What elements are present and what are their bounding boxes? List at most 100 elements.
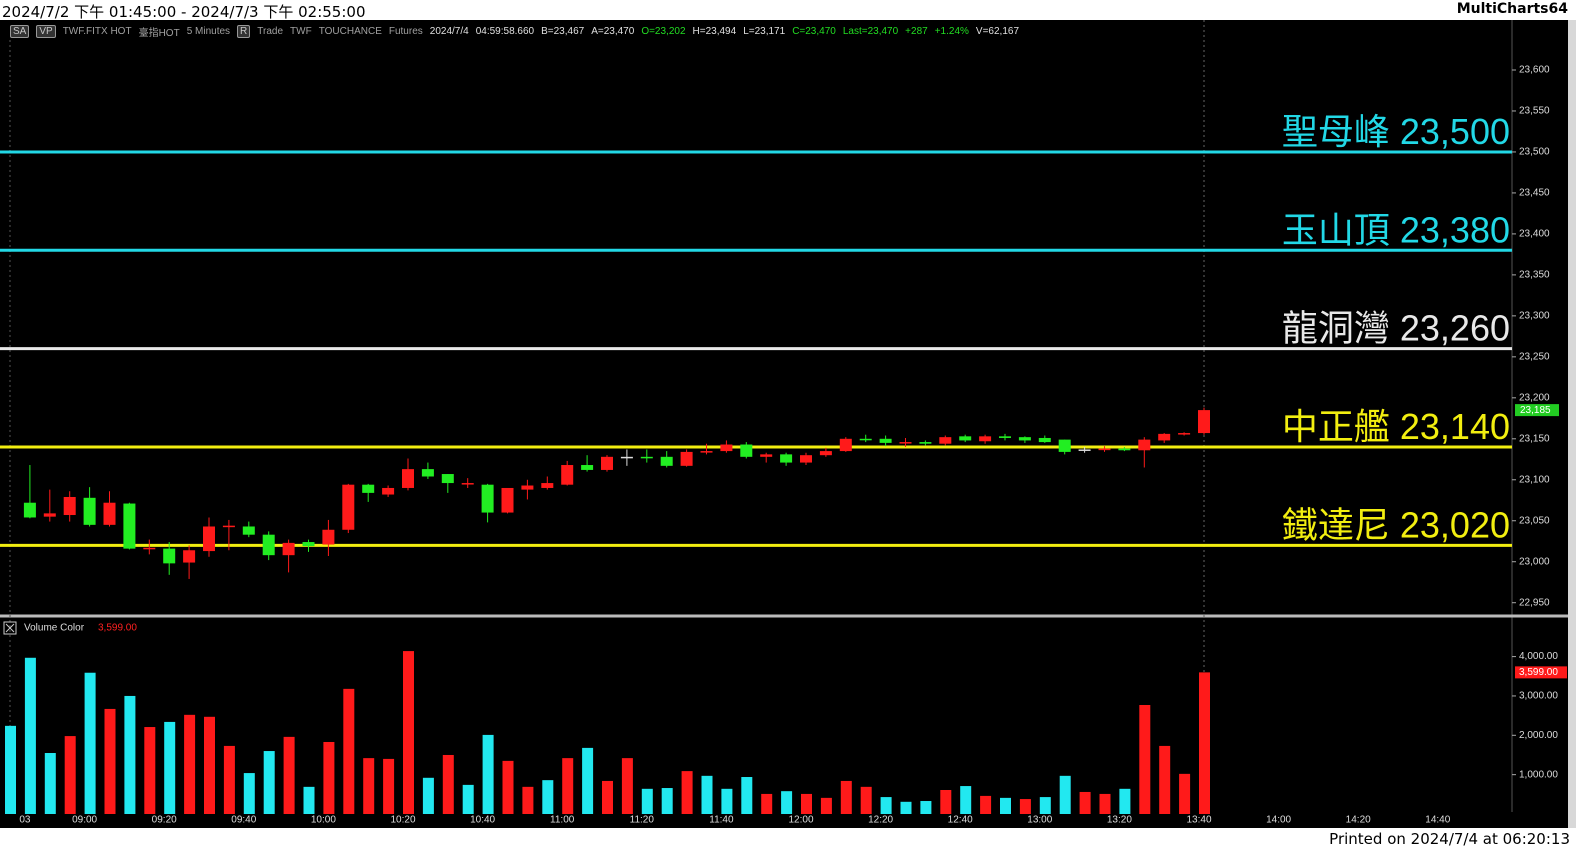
candle-body <box>680 451 693 466</box>
toolbar-item: B=23,467 <box>541 26 585 37</box>
candle-body <box>163 548 176 564</box>
y-tick-label: 23,100 <box>1519 474 1550 485</box>
volume-bar <box>840 780 852 814</box>
pane-title: Volume Color <box>24 623 85 634</box>
volume-bar <box>5 725 16 814</box>
volume-bar <box>84 672 96 814</box>
x-tick-label: 13:40 <box>1186 815 1211 826</box>
volume-bar <box>363 758 375 814</box>
x-tick-label: 12:20 <box>868 815 893 826</box>
candle-body <box>83 497 96 525</box>
volume-bar <box>343 688 355 814</box>
x-tick-label: 11:40 <box>709 815 734 826</box>
volume-bar <box>960 786 972 814</box>
candle-body <box>1138 439 1151 451</box>
x-tick-label: 03 <box>19 815 31 826</box>
volume-bar <box>582 747 594 814</box>
toolbar-item[interactable]: VP <box>36 25 56 38</box>
volume-bar <box>462 784 474 814</box>
x-tick-label: 10:20 <box>390 815 415 826</box>
toolbar-item: TWF.FITX HOT <box>62 26 132 37</box>
candle-body <box>780 454 793 463</box>
x-tick-label: 14:20 <box>1346 815 1371 826</box>
toolbar-item: +287 <box>905 26 928 37</box>
volume-bar <box>323 741 335 814</box>
volume-bar <box>801 793 812 814</box>
volume-bar <box>263 751 275 814</box>
volume-bar <box>602 780 613 814</box>
candle-body <box>262 534 275 556</box>
volume-bar <box>383 758 395 814</box>
volume-bar <box>860 786 872 814</box>
candle-body <box>859 438 872 441</box>
volume-bar <box>422 777 434 814</box>
level-label: 鐵達尼 23,020 <box>1282 504 1510 546</box>
toolbar-item[interactable]: SA <box>10 25 30 38</box>
candle-body <box>123 503 136 549</box>
volume-bar <box>761 793 773 814</box>
volume-bar <box>184 714 196 814</box>
toolbar-item: 臺指HOT <box>138 28 180 39</box>
chart-background <box>0 20 1568 828</box>
level-name: 聖母峰 <box>1282 112 1390 153</box>
candle-body <box>521 485 534 490</box>
candle-body <box>541 483 554 488</box>
candle-body <box>421 469 434 477</box>
candle-body <box>63 496 76 516</box>
candle-body <box>1078 449 1091 451</box>
x-tick-label: 13:20 <box>1107 815 1132 826</box>
candle-body <box>103 502 116 525</box>
volume-bar <box>442 754 454 814</box>
volume-bar <box>124 695 136 814</box>
y-tick-label: 1,000.00 <box>1519 769 1558 780</box>
toolbar-item: V=62,167 <box>975 26 1020 37</box>
y-tick-label: 23,200 <box>1519 392 1550 403</box>
toolbar-item: 2024/7/4 <box>429 26 469 37</box>
level-value: 23,020 <box>1400 504 1510 545</box>
candle-body <box>720 444 733 452</box>
level-name: 鐵達尼 <box>1282 505 1390 546</box>
candle-body <box>322 529 335 545</box>
volume-bar <box>1099 793 1111 814</box>
volume-bar <box>1059 775 1071 814</box>
candle-body <box>1178 433 1191 435</box>
toolbar-item: TOUCHANCE <box>318 26 382 37</box>
volume-bar <box>900 801 912 814</box>
y-tick-label: 23,300 <box>1519 311 1550 322</box>
toolbar-item: TWF <box>290 26 312 37</box>
volume-bar <box>820 797 832 814</box>
toolbar-item: Futures <box>388 26 423 37</box>
close-box[interactable] <box>3 621 17 635</box>
toolbar-item[interactable]: R <box>237 25 251 38</box>
y-tick-label: 23,450 <box>1519 188 1550 199</box>
y-tick-label: 3,000.00 <box>1519 691 1558 702</box>
candle-body <box>222 525 235 528</box>
volume-bar <box>144 727 156 814</box>
candle-body <box>999 436 1011 438</box>
volume-bar <box>482 734 494 814</box>
x-tick-label: 09:20 <box>152 815 177 826</box>
level-name: 龍洞灣 <box>1282 309 1390 350</box>
y-tick-label: 23,600 <box>1519 65 1550 76</box>
candle-body <box>43 513 56 517</box>
level-label: 玉山頂 23,380 <box>1282 209 1510 251</box>
x-tick-label: 10:40 <box>470 815 495 826</box>
volume-bar <box>104 708 116 814</box>
candle-body <box>979 436 992 442</box>
volume-bar <box>641 788 653 814</box>
y-tick-label: 2,000.00 <box>1519 730 1558 741</box>
y-tick-label: 22,950 <box>1519 597 1550 608</box>
candle-body <box>879 438 892 443</box>
level-value: 23,500 <box>1400 110 1510 151</box>
volume-bar <box>204 716 215 814</box>
last-price-tag <box>1515 404 1559 417</box>
x-tick-label: 13:00 <box>1027 815 1052 826</box>
x-tick-label: 09:40 <box>231 815 256 826</box>
chart: Volume Color 3,599.00 22,950 23,000 23,050… <box>0 20 1576 828</box>
candle-body <box>1118 448 1131 451</box>
toolbar-item: 04:59:58.660 <box>475 26 535 37</box>
level-label: 聖母峰 23,500 <box>1282 110 1510 152</box>
volume-bar <box>64 736 76 814</box>
level-value: 23,380 <box>1400 209 1510 250</box>
